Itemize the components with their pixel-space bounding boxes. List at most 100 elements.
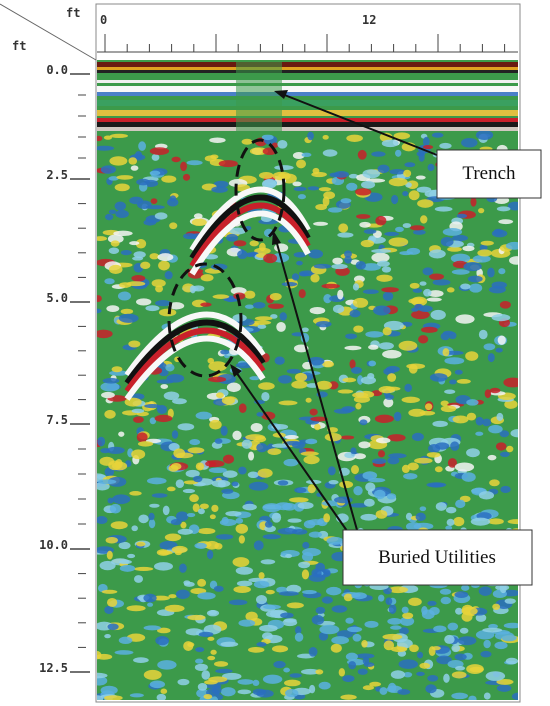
texture-blob: [220, 519, 237, 526]
texture-blob: [498, 268, 505, 274]
texture-blob: [410, 283, 420, 289]
texture-blob: [137, 432, 148, 442]
texture-blob: [200, 303, 211, 307]
texture-blob: [313, 222, 328, 226]
texture-blob: [197, 592, 215, 599]
texture-blob: [432, 421, 448, 427]
reflector-band: [97, 122, 518, 127]
texture-blob: [239, 535, 245, 544]
texture-blob: [201, 274, 214, 281]
texture-blob: [221, 426, 228, 436]
texture-blob: [287, 602, 304, 608]
texture-blob: [496, 442, 507, 450]
texture-blob: [359, 222, 370, 228]
texture-blob: [265, 521, 273, 527]
texture-blob: [163, 506, 170, 516]
texture-blob: [383, 292, 394, 301]
texture-blob: [131, 525, 137, 531]
texture-blob: [215, 438, 223, 443]
texture-blob: [112, 366, 123, 372]
texture-blob: [157, 660, 176, 670]
texture-blob: [116, 175, 133, 180]
reflector-band: [97, 86, 518, 92]
texture-blob: [301, 451, 319, 455]
texture-blob: [306, 398, 312, 403]
texture-blob: [466, 399, 478, 406]
texture-blob: [486, 671, 505, 681]
texture-blob: [395, 150, 401, 157]
texture-blob: [101, 392, 115, 398]
texture-blob: [279, 591, 299, 596]
texture-blob: [391, 646, 407, 652]
texture-blob: [110, 134, 128, 138]
left-axis-label: 2.5: [46, 168, 68, 182]
texture-blob: [104, 695, 123, 700]
texture-blob: [284, 680, 301, 687]
trench-column: [236, 60, 282, 135]
texture-blob: [429, 483, 443, 487]
texture-blob: [351, 367, 362, 374]
texture-blob: [329, 480, 339, 484]
texture-blob: [238, 619, 255, 626]
texture-blob: [129, 241, 139, 245]
reflector-band: [97, 92, 518, 96]
texture-blob: [134, 567, 153, 571]
texture-blob: [104, 634, 111, 638]
texture-blob: [267, 448, 281, 455]
texture-blob: [429, 249, 446, 258]
texture-blob: [345, 333, 357, 339]
texture-blob: [175, 551, 182, 556]
texture-blob: [311, 172, 327, 177]
texture-blob: [245, 304, 254, 308]
texture-blob: [227, 383, 241, 393]
texture-blob: [371, 253, 389, 263]
texture-blob: [339, 481, 353, 488]
texture-blob: [158, 261, 170, 271]
texture-blob: [484, 343, 496, 350]
texture-blob: [209, 420, 222, 430]
texture-blob: [130, 693, 144, 697]
texture-blob: [385, 597, 392, 605]
texture-blob: [249, 482, 269, 491]
texture-blob: [497, 684, 512, 691]
texture-blob: [480, 651, 491, 657]
texture-blob: [328, 466, 336, 475]
texture-blob: [176, 589, 190, 599]
texture-blob: [280, 612, 293, 618]
texture-blob: [248, 472, 259, 478]
texture-blob: [251, 423, 263, 432]
texture-blob: [423, 267, 434, 275]
texture-blob: [242, 504, 257, 511]
texture-blob: [353, 634, 362, 642]
texture-blob: [479, 491, 494, 499]
texture-blob: [210, 154, 218, 159]
texture-blob: [379, 687, 387, 695]
texture-blob: [319, 187, 331, 191]
texture-blob: [481, 241, 494, 246]
texture-blob: [194, 213, 203, 219]
texture-blob: [258, 468, 273, 477]
texture-blob: [433, 625, 446, 632]
texture-blob: [482, 419, 491, 427]
texture-blob: [157, 253, 173, 261]
texture-blob: [373, 305, 391, 315]
texture-blob: [441, 597, 452, 604]
texture-blob: [276, 322, 286, 332]
texture-blob: [351, 465, 359, 474]
texture-blob: [172, 157, 181, 163]
texture-blob: [97, 437, 105, 447]
texture-blob: [296, 261, 303, 266]
texture-blob: [157, 694, 167, 701]
texture-blob: [403, 170, 411, 177]
top-axis-unit: ft: [66, 6, 80, 20]
texture-blob: [103, 378, 120, 384]
texture-blob: [106, 537, 118, 544]
texture-blob: [133, 251, 145, 258]
texture-blob: [298, 194, 306, 199]
texture-blob: [242, 440, 252, 449]
texture-blob: [416, 672, 425, 676]
texture-blob: [210, 514, 216, 519]
texture-blob: [279, 312, 287, 321]
texture-blob: [289, 497, 309, 502]
texture-blob: [294, 487, 306, 493]
